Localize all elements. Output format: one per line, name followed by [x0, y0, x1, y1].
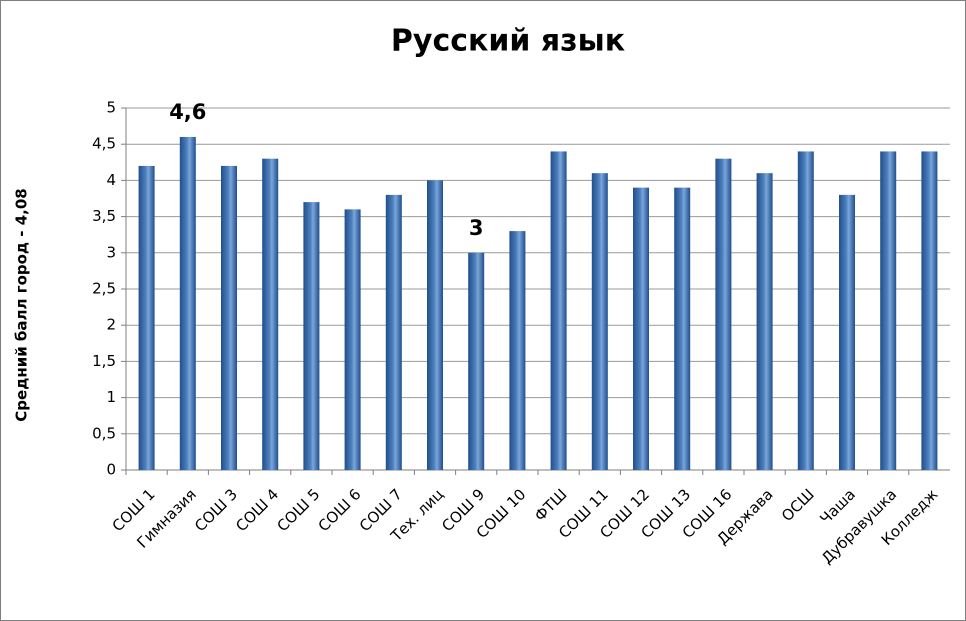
bar: [797, 151, 814, 470]
y-tick-label: 3: [106, 243, 116, 261]
bar: [344, 209, 361, 471]
y-tick-label: 2: [106, 316, 116, 334]
bar: [179, 136, 196, 470]
bar: [674, 187, 691, 470]
chart-title: Русский язык: [391, 24, 625, 59]
y-tick-label: 0,5: [92, 424, 116, 442]
y-tick-label: 5: [106, 99, 116, 117]
data-label: 4,6: [169, 100, 206, 124]
bar: [303, 202, 320, 470]
bar: [756, 173, 773, 470]
bar: [550, 151, 567, 470]
y-axis-label: Средний балл город - 4,08: [13, 188, 31, 421]
bar: [138, 165, 155, 471]
bar: [385, 194, 402, 470]
bar: [880, 151, 897, 470]
bar: [221, 165, 237, 471]
y-tick-label: 0: [106, 461, 116, 479]
bar: [633, 187, 649, 470]
y-tick-label: 1,5: [92, 352, 116, 370]
y-tick-label: 3,5: [92, 207, 116, 225]
bar: [839, 194, 855, 470]
data-label: 3: [469, 216, 484, 240]
y-tick-label: 4: [106, 171, 116, 189]
y-tick-label: 1: [106, 388, 116, 406]
bar: [509, 231, 526, 470]
bar: [921, 151, 938, 470]
bar: [715, 158, 732, 470]
y-tick-label: 4,5: [92, 135, 116, 153]
bar: [468, 252, 485, 470]
bar: [427, 180, 443, 470]
y-tick-label: 2,5: [92, 280, 116, 298]
bar: [591, 173, 608, 470]
bar: [262, 158, 279, 470]
